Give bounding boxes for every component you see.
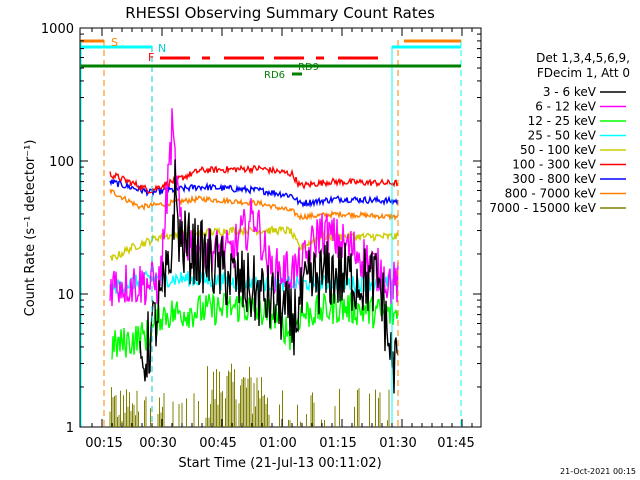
x-tick-label-0115: 01:15 bbox=[319, 436, 356, 451]
legend-label-12-25-kev: 12 - 25 keV bbox=[528, 114, 597, 128]
plot-frame bbox=[79, 27, 482, 428]
legend-label-7000-15000-kev: 7000 - 15000 keV bbox=[489, 201, 596, 215]
legend-label-50-100-kev: 50 - 100 keV bbox=[520, 143, 597, 157]
x-tick-label-0145: 01:45 bbox=[437, 436, 474, 451]
legend-label-3-6-kev: 3 - 6 keV bbox=[543, 85, 597, 99]
series-800-7000-kev bbox=[109, 188, 399, 222]
legend-label-300-800-kev: 300 - 800 keV bbox=[512, 172, 596, 186]
render-timestamp: 21-Oct-2021 00:15 bbox=[560, 467, 636, 476]
chart-title: RHESSI Observing Summary Count Rates bbox=[125, 4, 435, 22]
legend-header-2: FDecim 1, Att 0 bbox=[537, 66, 630, 80]
plot-area bbox=[79, 27, 482, 428]
x-tick-label-0100: 01:00 bbox=[259, 436, 296, 451]
x-axis-label: Start Time (21-Jul-13 00:11:02) bbox=[178, 456, 381, 471]
x-tick-label-0030: 00:30 bbox=[139, 436, 176, 451]
y-tick-label-100: 100 bbox=[49, 155, 74, 170]
y-tick-label-1000: 1000 bbox=[41, 22, 74, 37]
x-tick-label-0045: 00:45 bbox=[199, 436, 236, 451]
legend-label-100-300-kev: 100 - 300 keV bbox=[512, 158, 596, 172]
legend-label-25-50-kev: 25 - 50 keV bbox=[528, 129, 597, 143]
x-axis: 00:15 00:30 00:45 01:00 01:15 01:30 01:4… bbox=[85, 28, 475, 451]
flare-label: F bbox=[148, 51, 154, 64]
series-100-300-kev bbox=[109, 164, 399, 194]
y-axis: 1 10 100 1000 bbox=[41, 22, 481, 436]
legend: Det 1,3,4,5,6,9, FDecim 1, Att 0 3 - 6 k… bbox=[489, 51, 630, 215]
y-tick-label-10: 10 bbox=[57, 288, 74, 303]
series-3-6-kev bbox=[139, 159, 399, 394]
rd9-label: RD9 bbox=[298, 62, 319, 73]
legend-header-1: Det 1,3,4,5,6,9, bbox=[536, 51, 630, 65]
series-300-800-kev bbox=[109, 178, 399, 208]
night-label: N bbox=[158, 42, 166, 55]
x-tick-label-0015: 00:15 bbox=[85, 436, 122, 451]
rd6-label: RD6 bbox=[264, 70, 285, 81]
y-tick-label-1: 1 bbox=[66, 421, 74, 436]
y-axis-label: Count Rate (s⁻¹ detector⁻¹) bbox=[23, 140, 38, 317]
x-tick-label-0130: 01:30 bbox=[379, 436, 416, 451]
legend-label-800-7000-kev: 800 - 7000 keV bbox=[505, 187, 597, 201]
saa-label: S bbox=[111, 36, 118, 49]
legend-label-6-12-kev: 6 - 12 keV bbox=[535, 100, 597, 114]
series-7000-15000-kev bbox=[109, 363, 393, 427]
